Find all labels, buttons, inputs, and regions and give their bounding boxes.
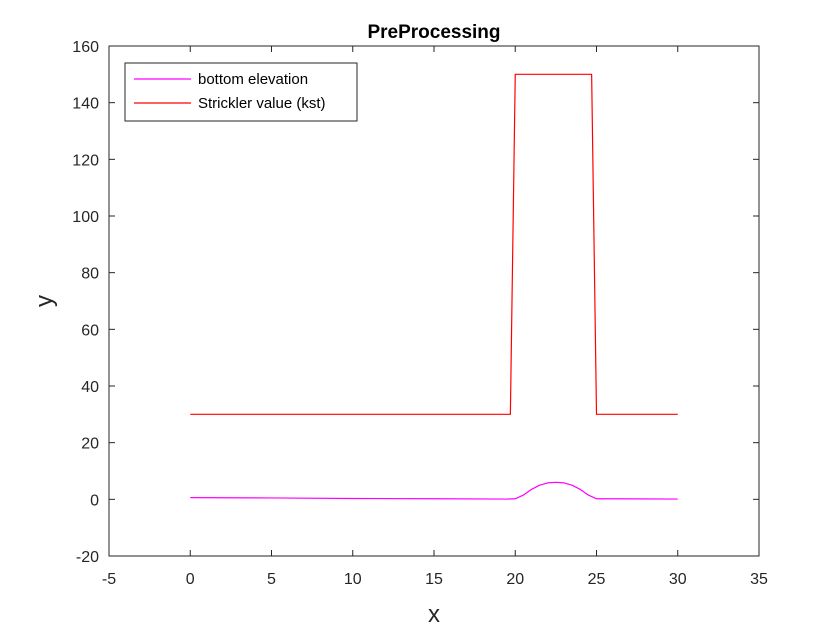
x-tick-label: -5 [102,571,116,588]
series-line-2 [190,73,678,415]
x-tick-label: 5 [267,571,276,588]
x-axis-title: x [428,601,440,628]
legend-label-1: bottom elevation [198,71,308,88]
x-axis-ticks: -5 0 5 10 15 20 25 30 35 [102,46,768,588]
legend: bottom elevation Strickler value (kst) [124,62,358,122]
x-tick-label: 10 [344,571,362,588]
y-tick-label: 120 [72,152,99,169]
y-tick-label: 80 [81,266,99,283]
y-tick-label: 140 [72,96,99,113]
y-axis-ticks: -20 0 20 40 60 80 100 120 140 160 [72,39,759,566]
y-axis-title: y [31,295,58,307]
legend-box [124,62,358,122]
y-tick-label: 40 [81,379,99,396]
series-line-1 [190,481,678,500]
y-tick-label: -20 [76,549,99,566]
legend-label-2: Strickler value (kst) [198,95,326,112]
y-tick-label: 60 [81,322,99,339]
y-tick-label: 0 [90,492,99,509]
x-tick-label: 0 [186,571,195,588]
series-layer [190,73,678,500]
x-tick-label: 20 [506,571,524,588]
x-tick-label: 15 [425,571,443,588]
x-tick-label: 25 [588,571,606,588]
plot-area [109,46,759,556]
x-tick-label: 30 [669,571,687,588]
chart-title: PreProcessing [367,22,500,43]
x-tick-label: 35 [750,571,768,588]
y-tick-label: 20 [81,436,99,453]
y-tick-label: 160 [72,39,99,56]
y-tick-label: 100 [72,209,99,226]
